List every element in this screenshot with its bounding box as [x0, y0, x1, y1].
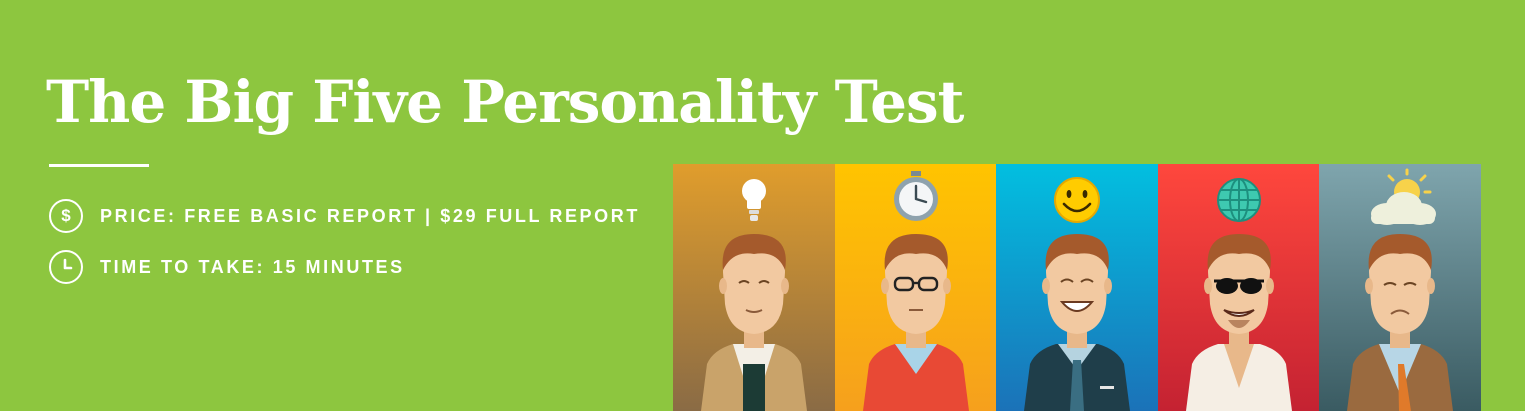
- time-row: TIME TO TAKE: 15 MINUTES: [49, 248, 405, 286]
- dollar-icon: $: [49, 199, 83, 233]
- panel-sun-cloud: [1319, 164, 1481, 411]
- panel-lightbulb: [673, 164, 835, 411]
- panel-globe: [1157, 164, 1320, 411]
- time-text: TIME TO TAKE: 15 MINUTES: [100, 256, 405, 277]
- panel-stopwatch: [834, 164, 997, 411]
- title-divider: [49, 164, 149, 167]
- person-figure: [701, 234, 807, 411]
- lightbulb-icon: [742, 179, 766, 221]
- page-title: The Big Five Personality Test: [46, 68, 964, 136]
- smiley-icon: [1054, 177, 1101, 223]
- person-figure: [1024, 234, 1131, 411]
- person-figure: [1347, 234, 1454, 411]
- price-text: PRICE: FREE BASIC REPORT | $29 FULL REPO…: [100, 205, 640, 226]
- price-row: $ PRICE: FREE BASIC REPORT | $29 FULL RE…: [49, 197, 640, 235]
- personality-illustration: [673, 164, 1481, 411]
- clock-icon: [49, 250, 83, 284]
- panel-smiley: [996, 164, 1158, 411]
- person-figure: [862, 234, 969, 411]
- globe-icon: [1216, 178, 1261, 222]
- stopwatch-icon: [893, 171, 938, 221]
- sun-cloud-icon: [1371, 168, 1437, 225]
- person-figure: [1185, 234, 1292, 411]
